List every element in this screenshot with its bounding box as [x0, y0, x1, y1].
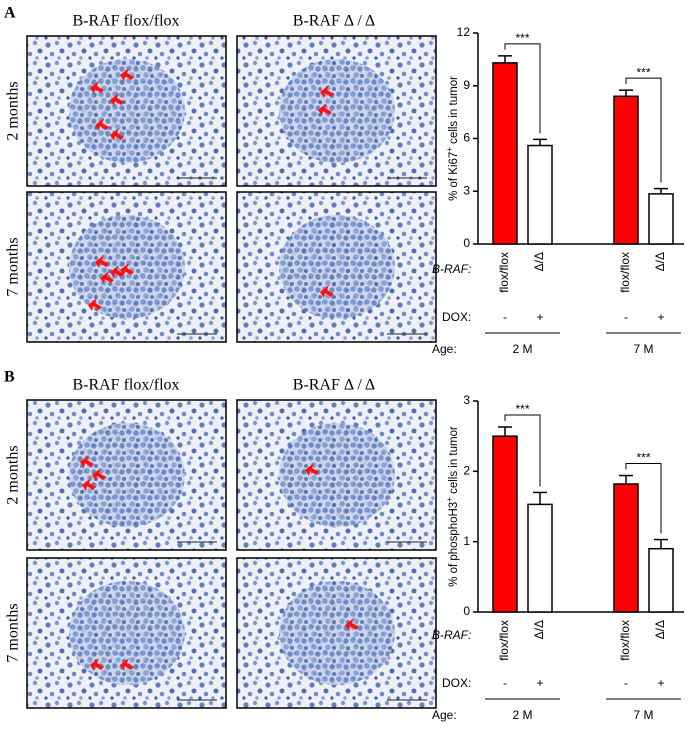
x-tick-label: Δ/Δ [653, 620, 667, 639]
significance-label: *** [636, 65, 650, 79]
row-label: Age: [432, 708, 457, 722]
y-axis-label-part: + [445, 147, 454, 152]
row-label: B-RAF: [432, 628, 471, 642]
arrow [92, 468, 106, 481]
arrow [120, 263, 134, 276]
dox-label: + [657, 310, 664, 324]
column-header: B-RAF Δ / Δ [293, 13, 375, 30]
tumor-region [279, 59, 395, 163]
group-label: 2 M [512, 708, 532, 722]
x-tick-label: flox/flox [497, 620, 511, 661]
significance-bracket [625, 463, 662, 534]
group-label: 2 M [512, 342, 532, 356]
arrow [95, 118, 109, 131]
dox-label: - [624, 310, 628, 324]
arrow [95, 255, 109, 268]
y-axis-label: % of phosphoH3+ cells in tumor [445, 426, 460, 587]
x-tick-label: flox/flox [618, 252, 632, 293]
dox-label: + [536, 676, 543, 690]
tumor-region [69, 59, 185, 163]
arrow [88, 298, 102, 311]
arrow [120, 658, 134, 671]
arrow [90, 658, 104, 671]
column-header: B-RAF flox/flox [72, 377, 179, 394]
significance-bracket [504, 414, 541, 487]
y-axis-label: % of Ki67+ cells in tumor [445, 76, 460, 201]
row-label: DOX: [442, 310, 471, 324]
significance-bracket [625, 77, 662, 183]
y-tick-label: 9 [463, 78, 470, 92]
x-tick-label: flox/flox [497, 252, 511, 293]
dox-label: - [624, 676, 628, 690]
bar [527, 503, 553, 613]
row-label: B-RAF: [432, 262, 471, 276]
y-axis-label-part: cells in tumor [448, 426, 460, 497]
arrow [320, 85, 334, 98]
arrow [110, 93, 124, 106]
column-header: B-RAF Δ / Δ [293, 377, 375, 394]
significance-label: *** [515, 31, 529, 45]
arrow [90, 81, 104, 94]
y-tick-label: 6 [463, 131, 470, 145]
bar [492, 62, 518, 245]
row-label: 7 months [5, 603, 22, 662]
y-axis-label-part: + [445, 497, 454, 502]
y-tick-label: 1 [463, 534, 470, 548]
x-tick-label: Δ/Δ [532, 252, 546, 271]
arrow [318, 103, 332, 116]
dox-label: - [503, 310, 507, 324]
dox-label: - [503, 676, 507, 690]
arrow [80, 455, 94, 468]
bar [613, 95, 639, 245]
bar [492, 435, 518, 613]
y-tick-label: 0 [463, 604, 470, 618]
column-header: B-RAF flox/flox [72, 13, 179, 30]
dox-label: + [657, 676, 664, 690]
row-label: 2 months [5, 81, 22, 140]
arrow [110, 128, 124, 141]
tumor-region [279, 423, 395, 527]
tumor-region [279, 581, 395, 685]
bar [527, 144, 553, 245]
bar [648, 193, 674, 245]
y-tick-label: 3 [463, 183, 470, 197]
arrow [305, 463, 319, 476]
arrow [110, 265, 124, 278]
significance-bracket [504, 43, 541, 134]
y-tick-label: 2 [463, 464, 470, 478]
y-axis-label-part: cells in tumor [448, 76, 460, 147]
arrow [100, 271, 114, 284]
arrow [120, 68, 134, 81]
row-label: DOX: [442, 676, 471, 690]
bar [648, 547, 674, 613]
x-tick-label: flox/flox [618, 620, 632, 661]
y-tick-label: 3 [463, 393, 470, 407]
panel-label: B [4, 369, 15, 386]
panel-label: A [4, 5, 16, 22]
x-tick-label: Δ/Δ [532, 620, 546, 639]
y-tick-label: 0 [463, 236, 470, 250]
arrow [345, 618, 359, 631]
group-label: 7 M [633, 342, 653, 356]
bar [613, 483, 639, 613]
y-axis-label-part: % of phosphoH3 [448, 502, 460, 587]
dox-label: + [536, 310, 543, 324]
y-tick-label: 12 [457, 25, 471, 39]
row-label: 7 months [5, 237, 22, 296]
significance-label: *** [515, 402, 529, 416]
x-tick-label: Δ/Δ [653, 252, 667, 271]
y-axis-label-part: % of Ki67 [448, 152, 460, 201]
row-label: Age: [432, 342, 457, 356]
group-label: 7 M [633, 708, 653, 722]
tumor-region [69, 423, 185, 527]
arrow [82, 478, 96, 491]
row-label: 2 months [5, 445, 22, 504]
tumor-region [279, 215, 395, 319]
arrow [320, 285, 334, 298]
significance-label: *** [636, 451, 650, 465]
tumor-region [69, 581, 185, 685]
